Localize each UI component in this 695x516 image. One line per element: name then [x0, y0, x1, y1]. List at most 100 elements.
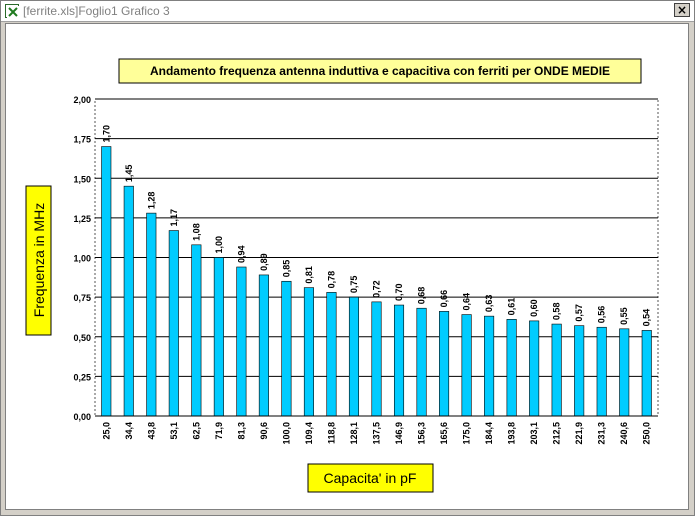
bar[interactable]	[506, 319, 517, 417]
title-bar[interactable]: [ferrite.xls]Foglio1 Grafico 3 ×	[1, 1, 694, 22]
y-axis-title-box[interactable]	[25, 185, 52, 336]
x-tick-label: 128,1	[349, 422, 359, 445]
bar[interactable]	[574, 325, 585, 417]
x-axis-title: Capacita' in pF	[324, 470, 417, 486]
y-tick-label: 1,00	[73, 254, 91, 264]
data-label: 1,00	[214, 236, 224, 254]
chart-area[interactable]: Andamento frequenza antenna induttiva e …	[5, 23, 689, 510]
bar[interactable]	[348, 296, 360, 417]
y-tick-label: 0,25	[73, 372, 91, 382]
x-tick-label: 221,9	[574, 422, 584, 445]
data-label: 1,08	[191, 223, 201, 241]
x-tick-label: 62,5	[191, 422, 201, 440]
y-tick-label: 0,50	[73, 333, 91, 343]
bar[interactable]	[619, 328, 630, 417]
bar[interactable]	[641, 330, 652, 417]
bar[interactable]	[281, 280, 292, 417]
x-tick-label: 71,9	[214, 422, 224, 440]
bar[interactable]	[484, 315, 495, 417]
bar[interactable]	[303, 287, 314, 417]
chart-title: Andamento frequenza antenna induttiva e …	[150, 64, 610, 78]
bars-group	[101, 146, 652, 417]
data-label: 0,81	[304, 266, 314, 284]
data-label: 0,66	[439, 290, 449, 308]
bar[interactable]	[258, 274, 269, 417]
bar[interactable]	[416, 307, 427, 417]
x-tick-label: 250,0	[642, 422, 652, 445]
data-label: 0,57	[574, 304, 584, 322]
y-axis-title: Frequenza in MHz	[31, 203, 47, 317]
bar[interactable]	[168, 230, 179, 417]
data-label: 1,45	[124, 165, 134, 183]
data-label: 0,94	[236, 245, 246, 263]
bar[interactable]	[326, 292, 337, 417]
data-label: 0,89	[259, 253, 269, 271]
y-tick-label: 1,50	[73, 174, 91, 184]
data-label: 0,70	[394, 284, 404, 302]
bar[interactable]	[529, 320, 540, 417]
bar[interactable]	[123, 185, 134, 417]
close-icon: ×	[676, 3, 688, 17]
bar[interactable]	[461, 314, 472, 417]
x-tick-label: 175,0	[462, 422, 472, 445]
data-label: 0,78	[326, 271, 336, 289]
x-tick-label: 137,5	[372, 422, 382, 445]
x-axis: 25,0 34,4 43,8 53,1 62,5 71,9 81,3 90,6 100,0 109…	[95, 415, 658, 445]
data-label: 0,68	[417, 287, 427, 305]
x-tick-label: 156,3	[417, 422, 427, 445]
excel-sheet-icon	[5, 4, 19, 18]
bar[interactable]	[551, 323, 562, 417]
bar[interactable]	[101, 146, 112, 417]
data-labels: 1,70 1,45 1,28 1,17 1,08 1,00 0,94 0,89 0,85 0,81…	[101, 125, 651, 326]
data-label: 0,58	[552, 303, 562, 321]
close-button[interactable]: ×	[674, 3, 690, 17]
y-tick-label: 2,00	[73, 95, 91, 105]
data-label: 0,72	[372, 280, 382, 298]
bar[interactable]	[236, 266, 247, 417]
data-label: 1,70	[101, 125, 111, 143]
bar-chart[interactable]: Andamento frequenza antenna induttiva e …	[6, 24, 690, 511]
x-tick-label: 165,6	[439, 422, 449, 445]
bar[interactable]	[146, 212, 157, 417]
x-tick-label: 184,4	[484, 422, 494, 445]
x-tick-label: 25,0	[101, 422, 111, 440]
y-tick-label: 0,00	[73, 412, 91, 422]
data-label: 1,28	[146, 192, 156, 210]
x-tick-label: 100,0	[281, 422, 291, 445]
data-label: 0,61	[507, 298, 517, 316]
x-tick-label: 34,4	[124, 422, 134, 440]
data-label: 0,55	[619, 307, 629, 325]
x-tick-label: 43,8	[146, 422, 156, 440]
x-tick-label: 212,5	[552, 422, 562, 445]
x-tick-label: 81,3	[236, 422, 246, 440]
data-label: 0,56	[597, 306, 607, 324]
x-tick-label: 118,8	[326, 422, 336, 444]
x-tick-label: 231,3	[597, 422, 607, 445]
bar[interactable]	[371, 301, 382, 417]
data-label: 0,63	[484, 295, 494, 313]
x-tick-label: 109,4	[304, 422, 314, 445]
data-label: 0,54	[642, 309, 652, 327]
bar[interactable]	[393, 304, 405, 417]
x-tick-label: 193,8	[507, 422, 517, 445]
y-tick-label: 1,25	[73, 214, 91, 224]
data-label: 0,85	[281, 260, 291, 278]
y-tick-label: 1,75	[73, 135, 91, 145]
chart-title-box[interactable]	[118, 58, 642, 84]
data-label: 0,64	[462, 293, 472, 311]
x-tick-label: 53,1	[169, 422, 179, 440]
x-axis-title-box[interactable]	[307, 463, 434, 493]
y-axis: 0,00 0,25 0,50 0,75 1,00 1,25 1,50 1,75 2,00	[73, 95, 91, 422]
x-tick-label: 90,6	[259, 422, 269, 440]
bar[interactable]	[439, 311, 450, 417]
x-tick-label: 146,9	[394, 422, 404, 445]
bar[interactable]	[596, 326, 607, 417]
bar[interactable]	[213, 257, 224, 417]
data-label: 0,75	[349, 276, 359, 294]
x-tick-label: 240,6	[619, 422, 629, 445]
data-label: 0,60	[529, 299, 539, 317]
window-title: [ferrite.xls]Foglio1 Grafico 3	[23, 4, 170, 18]
bar[interactable]	[191, 244, 202, 417]
y-tick-label: 0,75	[73, 293, 91, 303]
